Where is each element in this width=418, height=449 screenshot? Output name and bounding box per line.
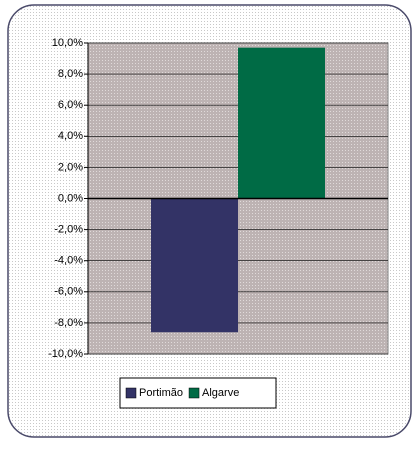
y-tick-label: 6,0% <box>58 99 83 111</box>
bar <box>238 47 325 199</box>
y-tick-label: -2,0% <box>54 224 83 236</box>
y-tick-label: -8,0% <box>54 317 83 329</box>
y-tick-label: 4,0% <box>58 130 83 142</box>
legend-label: Portimão <box>139 387 183 399</box>
legend-swatch <box>188 387 200 399</box>
y-tick-label: 10,0% <box>52 37 83 49</box>
bar <box>151 198 238 333</box>
y-tick-label: -6,0% <box>54 286 83 298</box>
y-tick-label: 8,0% <box>58 68 83 80</box>
y-tick-label: 2,0% <box>58 161 83 173</box>
legend-label: Algarve <box>202 387 239 399</box>
y-tick-label: -4,0% <box>54 255 83 267</box>
y-tick-label: 0,0% <box>58 192 83 204</box>
y-tick-label: -10,0% <box>48 348 83 360</box>
legend-swatch <box>125 387 137 399</box>
